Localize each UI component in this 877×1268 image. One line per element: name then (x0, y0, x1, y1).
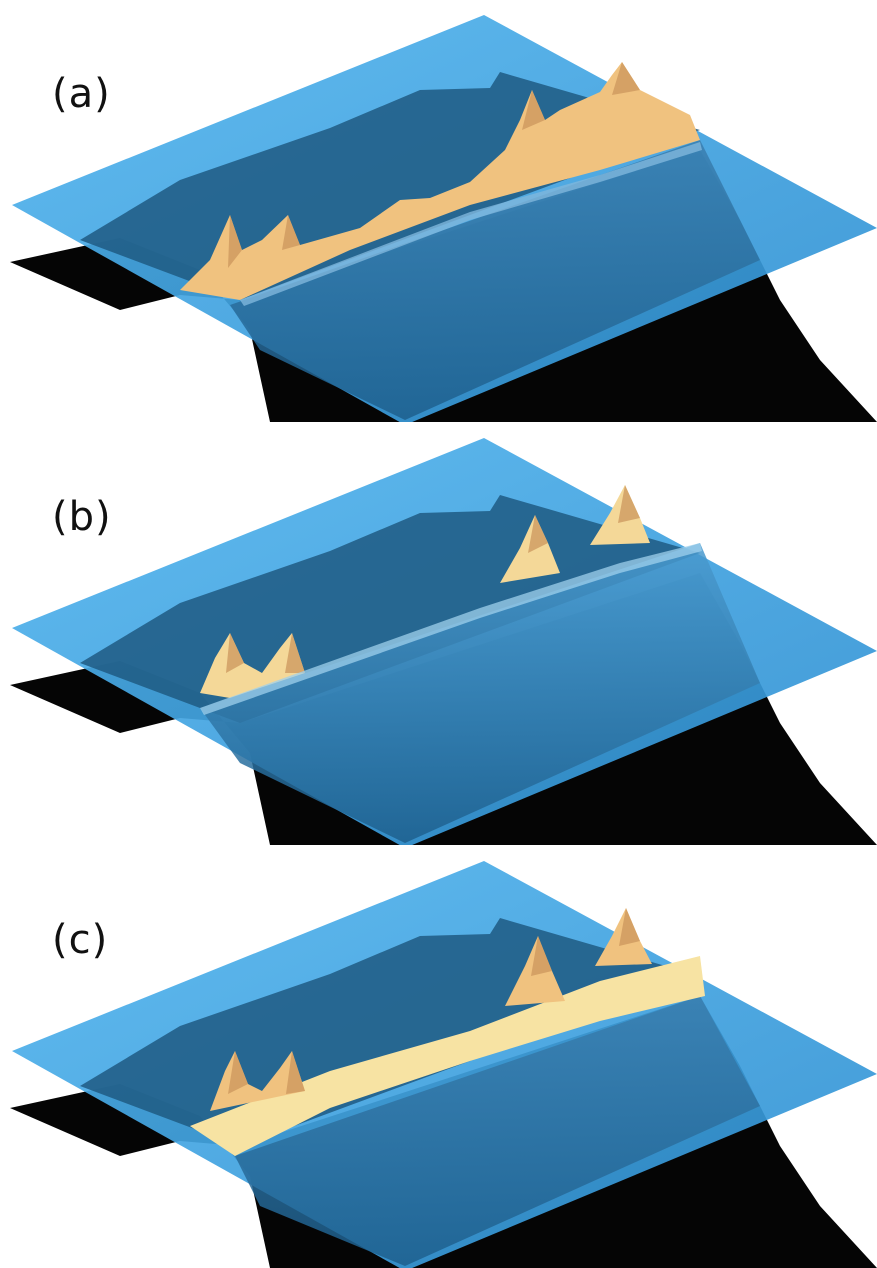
coast-peaks-shade (226, 485, 640, 673)
panel-label-b: (b) (52, 494, 112, 540)
coast-band (190, 956, 705, 1156)
figure-panel-c: (c) (0, 846, 877, 1268)
terrain-render-a (10, 15, 877, 422)
coast-peaks-shade (228, 908, 640, 1094)
sea-surface (235, 996, 760, 1266)
shoreline (200, 543, 702, 715)
terrain-render-c (10, 861, 877, 1268)
panel-label-a: (a) (52, 71, 111, 117)
sea-surface (200, 543, 760, 843)
terrain-render-b (10, 438, 877, 845)
coast-peaks (180, 62, 700, 300)
figure-panel-b: (b) (0, 423, 877, 845)
figure-panel-a: (a) (0, 0, 877, 422)
coast-peaks-shade (228, 62, 640, 268)
sea-surface (230, 140, 760, 420)
shoreline (240, 142, 702, 306)
panel-label-c: (c) (52, 917, 109, 963)
